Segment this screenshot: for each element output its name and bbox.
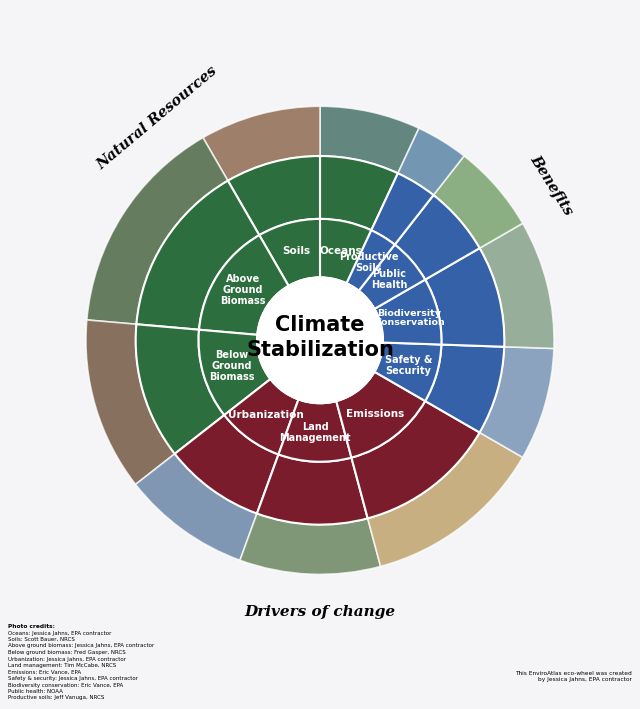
Text: Land
Management: Land Management <box>280 422 351 442</box>
Wedge shape <box>87 138 228 324</box>
Text: Biodiversity
Conservation: Biodiversity Conservation <box>374 308 445 328</box>
Text: Below ground biomass: Fred Gasper, NRCS: Below ground biomass: Fred Gasper, NRCS <box>8 650 125 655</box>
Wedge shape <box>347 230 395 291</box>
Text: Above
Ground
Biomass: Above Ground Biomass <box>220 274 266 306</box>
Text: Public
Health: Public Health <box>371 269 408 290</box>
Wedge shape <box>374 279 442 345</box>
Wedge shape <box>86 106 554 574</box>
Text: Photo credits:: Photo credits: <box>8 624 55 629</box>
Text: Emissions: Emissions <box>346 409 404 419</box>
Wedge shape <box>136 454 257 560</box>
Text: Natural Resources: Natural Resources <box>95 64 220 172</box>
Wedge shape <box>425 345 504 432</box>
Text: Climate
Stabilization: Climate Stabilization <box>246 315 394 359</box>
Circle shape <box>257 277 383 403</box>
Wedge shape <box>203 106 320 181</box>
Wedge shape <box>136 181 259 330</box>
Text: Safety & security: Jessica Jahns, EPA contractor: Safety & security: Jessica Jahns, EPA co… <box>8 676 138 681</box>
Wedge shape <box>479 223 554 349</box>
Wedge shape <box>351 401 479 518</box>
Wedge shape <box>175 415 278 513</box>
Text: Land management: Tim McCabe, NRCS: Land management: Tim McCabe, NRCS <box>8 663 116 668</box>
Wedge shape <box>225 379 298 454</box>
Wedge shape <box>336 372 425 457</box>
Wedge shape <box>257 454 368 525</box>
Wedge shape <box>359 245 425 309</box>
Wedge shape <box>199 235 289 335</box>
Text: Oceans: Oceans <box>319 245 362 255</box>
Wedge shape <box>433 156 523 248</box>
Wedge shape <box>479 347 554 457</box>
Wedge shape <box>278 399 351 462</box>
Wedge shape <box>86 320 175 484</box>
Wedge shape <box>395 195 479 279</box>
Wedge shape <box>136 324 225 454</box>
Wedge shape <box>320 156 398 230</box>
Text: Urbanization: Urbanization <box>228 410 304 420</box>
Wedge shape <box>259 219 320 286</box>
Text: This EnviroAtlas eco-wheel was created
by Jessica Jahns, EPA contractor: This EnviroAtlas eco-wheel was created b… <box>515 671 632 682</box>
Wedge shape <box>371 173 433 245</box>
Wedge shape <box>398 128 464 195</box>
Text: Safety &
Security: Safety & Security <box>385 355 432 376</box>
Text: Public health: NOAA: Public health: NOAA <box>8 689 63 694</box>
Text: Emissions: Eric Vance, EPA: Emissions: Eric Vance, EPA <box>8 669 81 674</box>
Wedge shape <box>228 156 320 235</box>
Text: Productive soils: Jeff Vanuga, NRCS: Productive soils: Jeff Vanuga, NRCS <box>8 696 104 700</box>
Text: Biodiversity conservation: Eric Vance, EPA: Biodiversity conservation: Eric Vance, E… <box>8 683 124 688</box>
Wedge shape <box>320 106 419 173</box>
Text: Productive
Soils: Productive Soils <box>339 252 399 272</box>
Wedge shape <box>425 248 504 347</box>
Text: Oceans: Jessica Jahns, EPA contractor: Oceans: Jessica Jahns, EPA contractor <box>8 630 111 635</box>
Text: Soils: Scott Bauer, NRCS: Soils: Scott Bauer, NRCS <box>8 637 75 642</box>
Wedge shape <box>368 432 523 566</box>
Text: Drivers of change: Drivers of change <box>244 605 396 620</box>
Text: Benefits: Benefits <box>527 152 575 218</box>
Text: Above ground biomass: Jessica Jahns, EPA contractor: Above ground biomass: Jessica Jahns, EPA… <box>8 644 154 649</box>
Text: Urbanization: Jessica Jahns, EPA contractor: Urbanization: Jessica Jahns, EPA contrac… <box>8 657 126 661</box>
Wedge shape <box>374 342 442 401</box>
Wedge shape <box>320 219 371 284</box>
Text: Below
Ground
Biomass: Below Ground Biomass <box>209 350 254 381</box>
Text: Soils: Soils <box>282 246 310 256</box>
Wedge shape <box>240 513 381 574</box>
Wedge shape <box>198 330 271 415</box>
